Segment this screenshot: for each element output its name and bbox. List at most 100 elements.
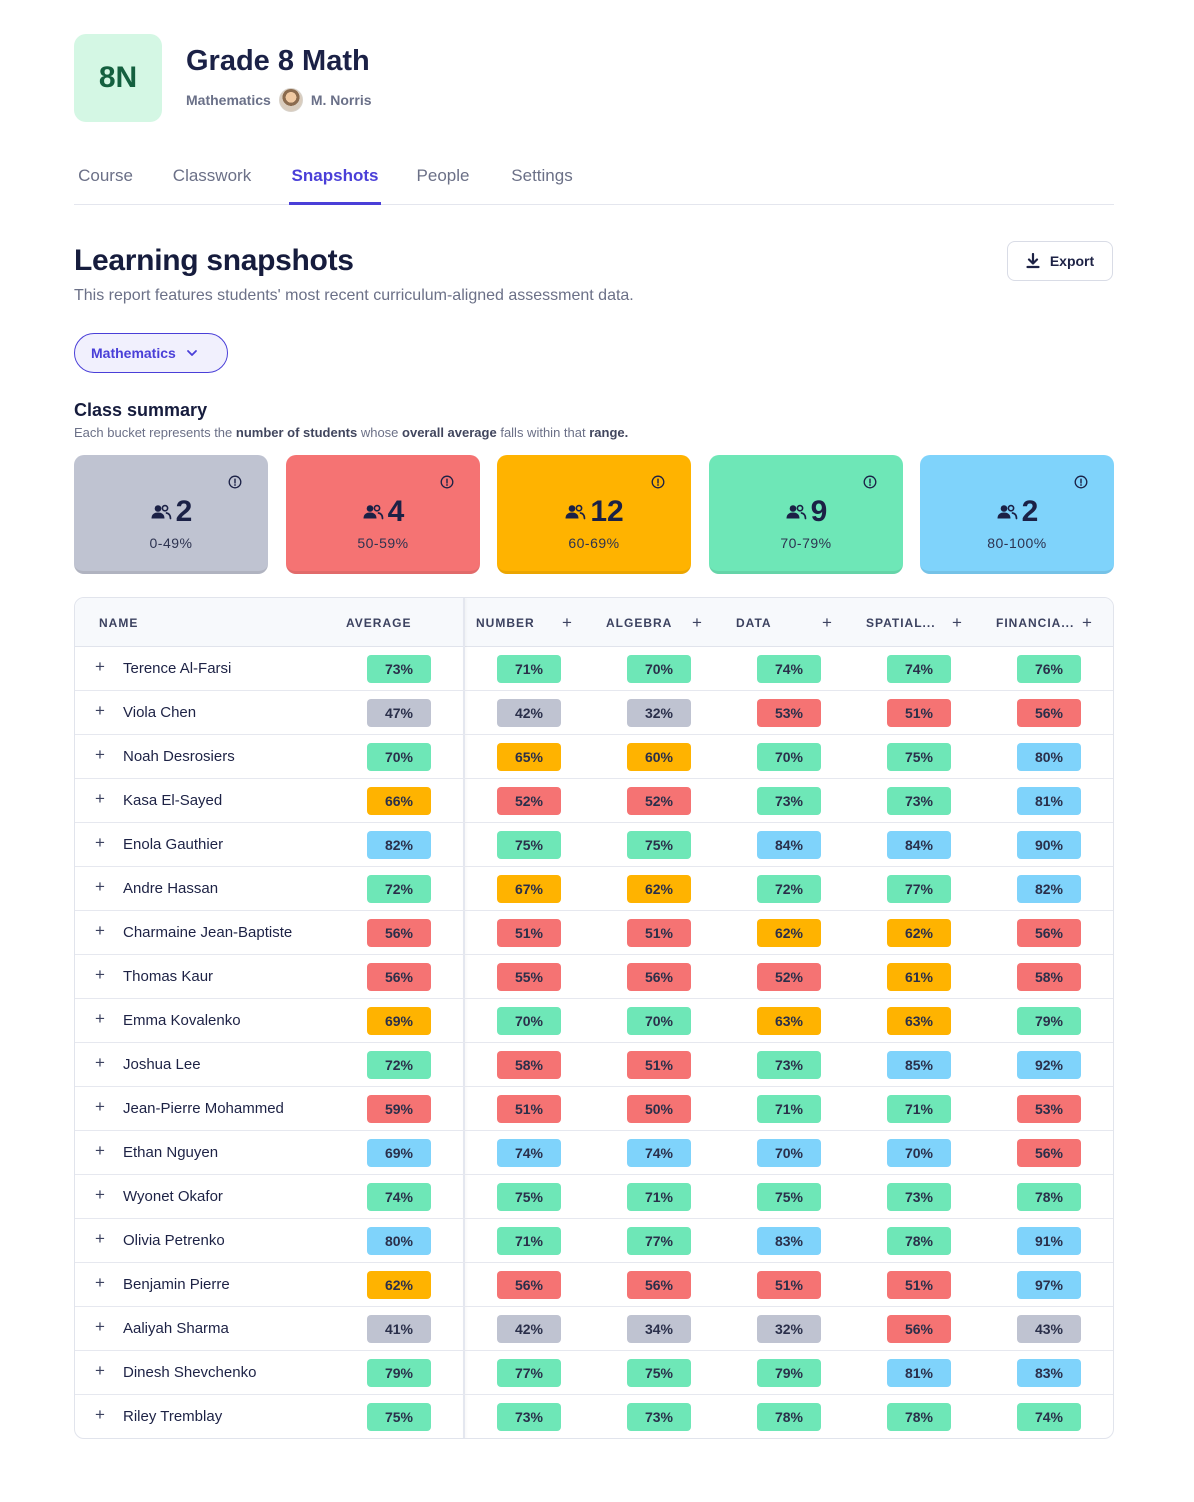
column-header-strand[interactable]: SPATIAL... [866, 616, 936, 630]
tab-people[interactable]: People [416, 166, 470, 185]
table-row[interactable]: + Kasa El-Sayed 66% 52% 52% 73% 73% 81% [75, 779, 1113, 823]
column-header-strand[interactable]: NUMBER [476, 616, 535, 630]
table-row[interactable]: + Viola Chen 47% 42% 32% 53% 51% 56% [75, 691, 1113, 735]
strand-score-pill: 63% [757, 1007, 821, 1035]
table-row[interactable]: + Ethan Nguyen 69% 74% 74% 70% 70% 56% [75, 1131, 1113, 1175]
info-icon[interactable] [863, 475, 877, 489]
summary-bucket[interactable]: 12 60-69% [497, 455, 691, 574]
plus-icon[interactable]: + [95, 965, 105, 984]
table-row[interactable]: + Joshua Lee 72% 58% 51% 73% 85% 92% [75, 1043, 1113, 1087]
student-name[interactable]: Enola Gauthier [123, 836, 224, 853]
student-name[interactable]: Joshua Lee [123, 1056, 201, 1073]
strand-score-pill: 90% [1017, 831, 1081, 859]
table-row[interactable]: + Noah Desrosiers 70% 65% 60% 70% 75% 80% [75, 735, 1113, 779]
plus-icon[interactable]: + [95, 1405, 105, 1424]
plus-icon[interactable]: + [95, 789, 105, 808]
export-button[interactable]: Export [1007, 241, 1113, 281]
student-name[interactable]: Andre Hassan [123, 880, 219, 897]
student-name[interactable]: Viola Chen [123, 704, 197, 721]
table-row[interactable]: + Terence Al-Farsi 73% 71% 70% 74% 74% 76% [75, 647, 1113, 691]
plus-icon[interactable]: + [95, 1317, 105, 1336]
info-icon[interactable] [651, 475, 665, 489]
plus-icon[interactable]: + [95, 833, 105, 852]
table-row[interactable]: + Dinesh Shevchenko 79% 77% 75% 79% 81% 83% [75, 1351, 1113, 1395]
table-row[interactable]: + Wyonet Okafor 74% 75% 71% 75% 73% 78% [75, 1175, 1113, 1219]
info-icon[interactable] [228, 475, 242, 489]
plus-icon[interactable]: + [95, 921, 105, 940]
plus-icon[interactable]: + [95, 745, 105, 764]
student-name[interactable]: Thomas Kaur [123, 968, 214, 985]
plus-icon[interactable]: + [95, 657, 105, 676]
plus-icon[interactable]: + [95, 1229, 105, 1248]
student-name[interactable]: Olivia Petrenko [123, 1232, 225, 1249]
strand-score-pill: 32% [627, 699, 691, 727]
table-row[interactable]: + Aaliyah Sharma 41% 42% 34% 32% 56% 43% [75, 1307, 1113, 1351]
average-score-pill: 56% [367, 919, 431, 947]
table-row[interactable]: + Olivia Petrenko 80% 71% 77% 83% 78% 91% [75, 1219, 1113, 1263]
column-header-strand[interactable]: DATA [736, 616, 772, 630]
student-name[interactable]: Terence Al-Farsi [123, 660, 232, 677]
strand-score-pill: 83% [757, 1227, 821, 1255]
plus-icon[interactable]: + [95, 1009, 105, 1028]
column-header-strand[interactable]: FINANCIA... [996, 616, 1075, 630]
plus-icon[interactable]: + [95, 701, 105, 720]
plus-icon[interactable]: + [95, 1053, 105, 1072]
column-header-average[interactable]: AVERAGE [346, 616, 412, 630]
student-name[interactable]: Jean-Pierre Mohammed [123, 1100, 284, 1117]
student-name[interactable]: Dinesh Shevchenko [123, 1364, 257, 1381]
plus-icon[interactable]: + [95, 1273, 105, 1292]
student-name[interactable]: Charmaine Jean-Baptiste [123, 924, 293, 941]
average-score-pill: 79% [367, 1359, 431, 1387]
summary-bucket[interactable]: 2 80-100% [920, 455, 1114, 574]
tab-classwork[interactable]: Classwork [172, 166, 252, 185]
strand-score-pill: 73% [887, 1183, 951, 1211]
plus-icon[interactable]: + [95, 1185, 105, 1204]
expand-column-plus-icon[interactable]: + [822, 613, 832, 632]
strand-score-pill: 34% [627, 1315, 691, 1343]
student-name[interactable]: Kasa El-Sayed [123, 792, 223, 809]
student-name[interactable]: Ethan Nguyen [123, 1144, 219, 1161]
tab-course[interactable]: Course [78, 166, 133, 185]
table-row[interactable]: + Andre Hassan 72% 67% 62% 72% 77% 82% [75, 867, 1113, 911]
table-row[interactable]: + Thomas Kaur 56% 55% 56% 52% 61% 58% [75, 955, 1113, 999]
table-row[interactable]: + Riley Tremblay 75% 73% 73% 78% 78% 74% [75, 1395, 1113, 1438]
plus-icon[interactable]: + [95, 1141, 105, 1160]
expand-column-plus-icon[interactable]: + [562, 613, 572, 632]
column-header-name[interactable]: NAME [99, 616, 139, 630]
people-icon [997, 504, 1018, 520]
expand-column-plus-icon[interactable]: + [1082, 613, 1092, 632]
strand-score-pill: 81% [887, 1359, 951, 1387]
student-name[interactable]: Aaliyah Sharma [123, 1320, 229, 1337]
strand-score-pill: 52% [497, 787, 561, 815]
info-icon[interactable] [1074, 475, 1088, 489]
strand-score-pill: 60% [627, 743, 691, 771]
subject-filter-dropdown[interactable]: Mathematics [74, 333, 228, 373]
student-name[interactable]: Emma Kovalenko [123, 1012, 241, 1029]
tab-settings[interactable]: Settings [511, 166, 573, 185]
summary-bucket[interactable]: 9 70-79% [709, 455, 903, 574]
strand-score-pill: 74% [497, 1139, 561, 1167]
info-icon[interactable] [440, 475, 454, 489]
expand-column-plus-icon[interactable]: + [692, 613, 702, 632]
student-name[interactable]: Riley Tremblay [123, 1408, 223, 1425]
table-row[interactable]: + Emma Kovalenko 69% 70% 70% 63% 63% 79% [75, 999, 1113, 1043]
plus-icon[interactable]: + [95, 877, 105, 896]
student-name[interactable]: Wyonet Okafor [123, 1188, 223, 1205]
student-name[interactable]: Benjamin Pierre [123, 1276, 230, 1293]
expand-column-plus-icon[interactable]: + [952, 613, 962, 632]
table-row[interactable]: + Enola Gauthier 82% 75% 75% 84% 84% 90% [75, 823, 1113, 867]
summary-bucket[interactable]: 4 50-59% [286, 455, 480, 574]
strand-score-pill: 77% [497, 1359, 561, 1387]
strand-score-pill: 72% [757, 875, 821, 903]
column-header-strand[interactable]: ALGEBRA [606, 616, 673, 630]
summary-bucket[interactable]: 2 0-49% [74, 455, 268, 574]
tab-snapshots[interactable]: Snapshots [289, 154, 381, 205]
plus-icon[interactable]: + [95, 1097, 105, 1116]
plus-icon[interactable]: + [95, 1361, 105, 1380]
strand-score-pill: 56% [497, 1271, 561, 1299]
table-row[interactable]: + Benjamin Pierre 62% 56% 56% 51% 51% 97% [75, 1263, 1113, 1307]
table-row[interactable]: + Jean-Pierre Mohammed 59% 51% 50% 71% 71% 53% [75, 1087, 1113, 1131]
table-row[interactable]: + Charmaine Jean-Baptiste 56% 51% 51% 62% 62% 5… [75, 911, 1113, 955]
student-name[interactable]: Noah Desrosiers [123, 748, 235, 765]
strand-score-pill: 53% [1017, 1095, 1081, 1123]
